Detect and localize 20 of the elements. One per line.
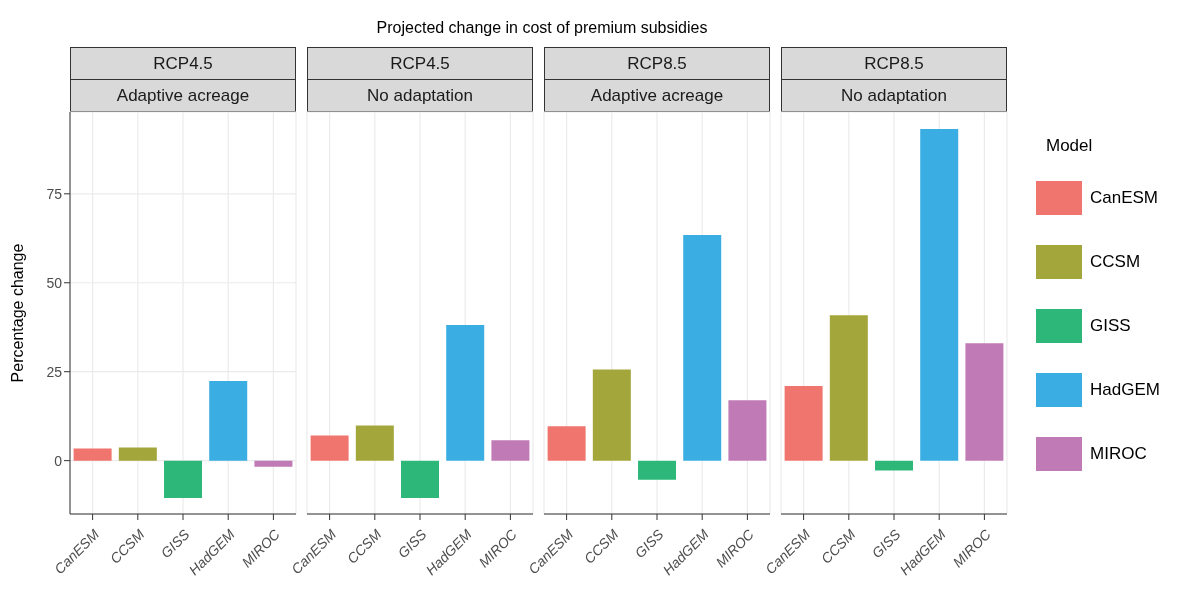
y-axis-title: Percentage change [8, 243, 26, 383]
y-tick-label: 50 [46, 274, 63, 291]
legend-label: HadGEM [1090, 380, 1160, 400]
text: Projected change in cost of premium subsidies [376, 19, 708, 37]
chart-title: RCP8.5 [781, 47, 1007, 80]
chart-subtitle: No adaptation [307, 79, 533, 112]
y-tick-label: 25 [46, 363, 63, 380]
chart-subtitle: Adaptive acreage [70, 79, 296, 112]
legend-title: Model [1046, 136, 1094, 156]
y-tick-label: 75 [46, 185, 63, 202]
legend-label: CanESM [1090, 188, 1159, 208]
y-tick-label: 0 [54, 452, 63, 469]
chart-subtitle: Adaptive acreage [544, 79, 770, 112]
legend-label: CCSM [1090, 252, 1141, 272]
chart-title: RCP4.5 [307, 47, 533, 80]
legend-label: MIROC [1090, 444, 1147, 464]
legend-label: GISS [1090, 316, 1131, 336]
chart-title: RCP8.5 [544, 47, 770, 80]
chart-subtitle: No adaptation [781, 79, 1007, 112]
chart-title: RCP4.5 [70, 47, 296, 80]
